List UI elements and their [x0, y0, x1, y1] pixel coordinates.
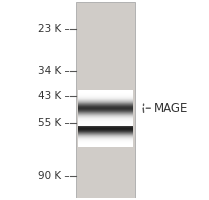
Text: 90 K –: 90 K – [38, 171, 69, 181]
Bar [76, 2, 135, 198]
Text: 43 K –: 43 K – [38, 91, 69, 101]
Text: 55 K –: 55 K – [38, 118, 69, 128]
Text: 34 K –: 34 K – [38, 66, 69, 76]
Text: 23 K –: 23 K – [38, 24, 69, 34]
Text: MAGE: MAGE [154, 102, 189, 115]
